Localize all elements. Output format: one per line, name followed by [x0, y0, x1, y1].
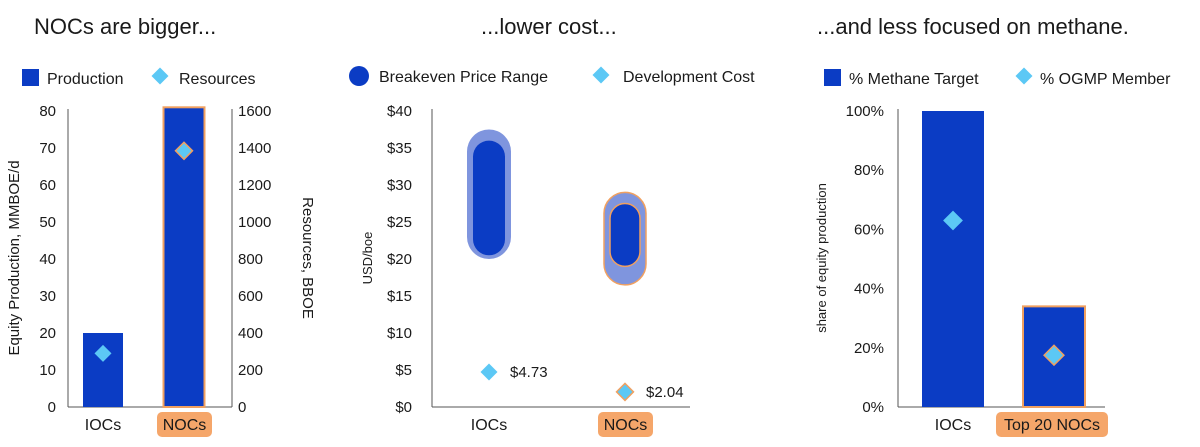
chart-3-y-tick-0: 0%	[862, 399, 884, 416]
chart-1-category-iocs: IOCs	[85, 417, 121, 434]
chart-1-y-tick-1: 10	[39, 362, 56, 379]
chart-2-range-inner-iocs	[473, 140, 505, 256]
chart-1-y2-tick-8: 1600	[238, 103, 271, 120]
chart-1-legend-swatch-production	[22, 69, 39, 86]
chart-2-y-tick-7: $35	[387, 140, 412, 157]
chart-2-y-axis-label: USD/boe	[360, 232, 375, 285]
chart-1-legend-label-resources: Resources	[179, 71, 255, 88]
chart-1-y-tick-0: 0	[48, 399, 56, 416]
chart-2-y-tick-8: $40	[387, 103, 412, 120]
chart-2-y-tick-4: $20	[387, 251, 412, 268]
chart-1-y-tick-3: 30	[39, 288, 56, 305]
chart-1-title: NOCs are bigger...	[34, 14, 216, 39]
chart-1-y-ticks: 0 10 20 30 40 50 60 70 80	[39, 103, 56, 416]
chart-2-y-tick-0: $0	[395, 399, 412, 416]
chart-1-y2-ticks: 0 200 400 600 800 1000 1200 1400 1600	[238, 103, 271, 416]
chart-1-y2-tick-6: 1200	[238, 177, 271, 194]
chart-3-y-tick-4: 80%	[854, 162, 884, 179]
chart-2-y-tick-3: $15	[387, 288, 412, 305]
chart-1-y2-tick-2: 400	[238, 325, 263, 342]
chart-2-legend: Breakeven Price Range Development Cost	[349, 66, 755, 86]
chart-2: ...lower cost... Breakeven Price Range D…	[349, 14, 755, 437]
chart-2-y-tick-1: $5	[395, 362, 412, 379]
chart-3-category-iocs: IOCs	[935, 417, 971, 434]
chart-2-legend-swatch-breakeven	[349, 66, 369, 86]
chart-1-category-highlight	[157, 412, 212, 437]
chart-3-y-tick-1: 20%	[854, 340, 884, 357]
chart-3-bar-methane-iocs	[922, 111, 984, 407]
chart-1-y-tick-4: 40	[39, 251, 56, 268]
chart-3-legend-swatch-methane	[824, 69, 841, 86]
chart-1-y2-tick-4: 800	[238, 251, 263, 268]
chart-1-y2-tick-3: 600	[238, 288, 263, 305]
chart-2-data-label-iocs: $4.73	[510, 364, 548, 381]
chart-3: ...and less focused on methane. % Methan…	[814, 14, 1171, 437]
chart-1-y2-tick-5: 1000	[238, 214, 271, 231]
chart-2-category-iocs: IOCs	[471, 417, 507, 434]
chart-3-legend-label-methane: % Methane Target	[849, 71, 979, 88]
chart-1-y-tick-8: 80	[39, 103, 56, 120]
chart-1-y-tick-6: 60	[39, 177, 56, 194]
chart-1-bar-production-iocs	[83, 333, 123, 407]
chart-1-y2-tick-0: 0	[238, 399, 246, 416]
chart-1-y2-axis-label: Resources, BBOE	[299, 197, 316, 319]
chart-3-y-tick-3: 60%	[854, 221, 884, 238]
chart-3-y-tick-5: 100%	[846, 103, 884, 120]
chart-2-category-highlight	[598, 412, 653, 437]
chart-3-y-ticks: 0% 20% 40% 60% 80% 100%	[846, 103, 884, 416]
chart-2-point-development-nocs	[615, 382, 635, 402]
chart-2-data-label-nocs: $2.04	[646, 384, 684, 401]
chart-1-y-tick-5: 50	[39, 214, 56, 231]
chart-1-legend-swatch-resources	[151, 67, 169, 85]
chart-3-y-axis-label: share of equity production	[814, 183, 829, 333]
chart-1-y-axis-label: Equity Production, MMBOE/d	[6, 160, 23, 355]
chart-3-title: ...and less focused on methane.	[817, 14, 1129, 39]
chart-1: NOCs are bigger... Production Resources …	[6, 14, 316, 437]
chart-3-legend-swatch-ogmp	[1015, 67, 1033, 85]
chart-2-y-tick-5: $25	[387, 214, 412, 231]
chart-2-point-development-iocs	[480, 363, 498, 381]
chart-3-point-ogmp-nocs	[1043, 344, 1065, 367]
chart-3-y-tick-2: 40%	[854, 281, 884, 298]
chart-2-title: ...lower cost...	[481, 14, 617, 39]
chart-1-legend: Production Resources	[22, 67, 255, 88]
chart-2-category-nocs: NOCs	[604, 417, 648, 434]
chart-2-y-tick-2: $10	[387, 325, 412, 342]
chart-3-legend: % Methane Target % OGMP Member	[824, 67, 1171, 88]
chart-1-y2-tick-7: 1400	[238, 140, 271, 157]
chart-3-legend-label-ogmp: % OGMP Member	[1040, 71, 1171, 88]
chart-2-range-inner-nocs	[609, 202, 641, 268]
chart-3-category-nocs: Top 20 NOCs	[1004, 417, 1100, 434]
chart-2-legend-label-development: Development Cost	[623, 69, 755, 86]
chart-1-legend-label-production: Production	[47, 71, 124, 88]
chart-1-category-nocs: NOCs	[163, 417, 207, 434]
chart-2-y-tick-6: $30	[387, 177, 412, 194]
chart-1-point-resources-nocs	[174, 141, 194, 161]
chart-1-point-resources-iocs	[94, 344, 112, 362]
chart-1-y2-tick-1: 200	[238, 362, 263, 379]
chart-1-y-tick-2: 20	[39, 325, 56, 342]
chart-1-y-tick-7: 70	[39, 140, 56, 157]
chart-2-legend-label-breakeven: Breakeven Price Range	[379, 69, 548, 86]
chart-2-y-ticks: $0 $5 $10 $15 $20 $25 $30 $35 $40	[387, 103, 412, 416]
chart-2-legend-swatch-development	[592, 66, 610, 84]
chart-3-category-highlight	[996, 412, 1108, 437]
